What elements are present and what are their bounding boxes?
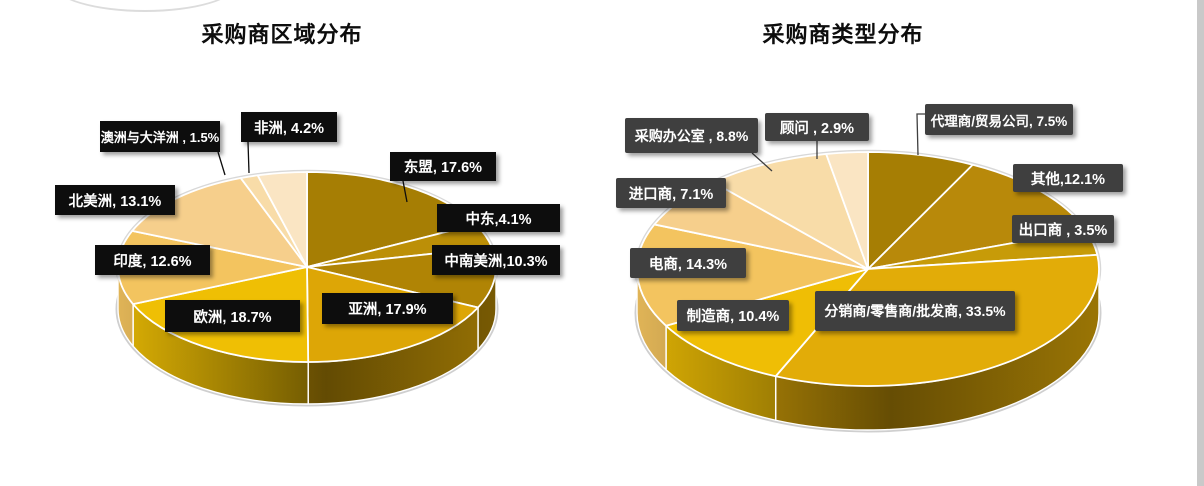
- pie-label: 制造商, 10.4%: [677, 300, 789, 331]
- pie-label: 澳洲与大洋洲 , 1.5%: [100, 121, 220, 152]
- pie-chart-right: [634, 113, 1102, 433]
- pie-label: 进口商, 7.1%: [616, 178, 726, 208]
- pie-label: 中南美洲,10.3%: [432, 245, 560, 275]
- pie-label: 东盟, 17.6%: [390, 152, 496, 181]
- chart-title-type: 采购商类型分布: [762, 22, 924, 47]
- pie-label: 采购办公室 , 8.8%: [625, 118, 758, 153]
- pie-label: 北美洲, 13.1%: [55, 185, 175, 215]
- pie-label: 中东,4.1%: [437, 204, 560, 232]
- pie-slice: [256, 171, 308, 268]
- pie-label: 分销商/零售商/批发商, 33.5%: [815, 291, 1015, 331]
- pie-label: 出口商 , 3.5%: [1012, 215, 1114, 243]
- pie-label: 印度, 12.6%: [95, 245, 210, 275]
- leader-line: [916, 113, 925, 156]
- pie-slice: [131, 177, 308, 268]
- pie-label: 其他,12.1%: [1013, 164, 1123, 192]
- leader-line: [751, 152, 773, 172]
- leader-line: [247, 141, 250, 174]
- pie-label: 亚洲, 17.9%: [322, 293, 453, 324]
- leader-line: [402, 180, 408, 203]
- right-edge-strip: [1197, 0, 1204, 486]
- leader-line: [217, 151, 226, 176]
- chart-title-region: 采购商区域分布: [201, 22, 363, 47]
- pie-slice: [867, 151, 974, 270]
- pie-label: 顾问 , 2.9%: [765, 113, 869, 141]
- pie-label: 欧洲, 18.7%: [165, 300, 300, 332]
- pie-label: 非洲, 4.2%: [241, 112, 337, 142]
- pie-label: 电商, 14.3%: [630, 248, 746, 278]
- pie-slice: [825, 151, 869, 270]
- pie-label: 代理商/贸易公司, 7.5%: [925, 104, 1073, 135]
